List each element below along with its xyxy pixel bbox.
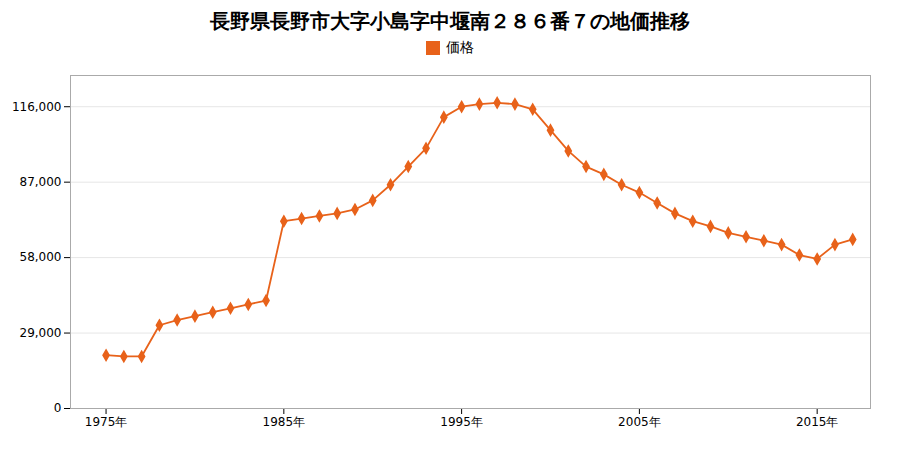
svg-text:1995年: 1995年 (440, 415, 483, 429)
svg-text:1975年: 1975年 (85, 415, 128, 429)
svg-text:2005年: 2005年 (618, 415, 661, 429)
svg-text:0: 0 (54, 401, 62, 415)
svg-text:1985年: 1985年 (263, 415, 306, 429)
svg-text:116,000: 116,000 (12, 100, 62, 114)
svg-text:58,000: 58,000 (20, 250, 62, 264)
svg-text:2015年: 2015年 (796, 415, 839, 429)
svg-text:87,000: 87,000 (20, 175, 62, 189)
html-text:長野県長野市大字小島字中堰南２８６番７の地価推移: 長野県長野市大字小島字中堰南２８６番７の地価推移 (210, 9, 690, 33)
svg-text:29,000: 29,000 (20, 326, 62, 340)
html-text:価格: 価格 (446, 39, 474, 55)
